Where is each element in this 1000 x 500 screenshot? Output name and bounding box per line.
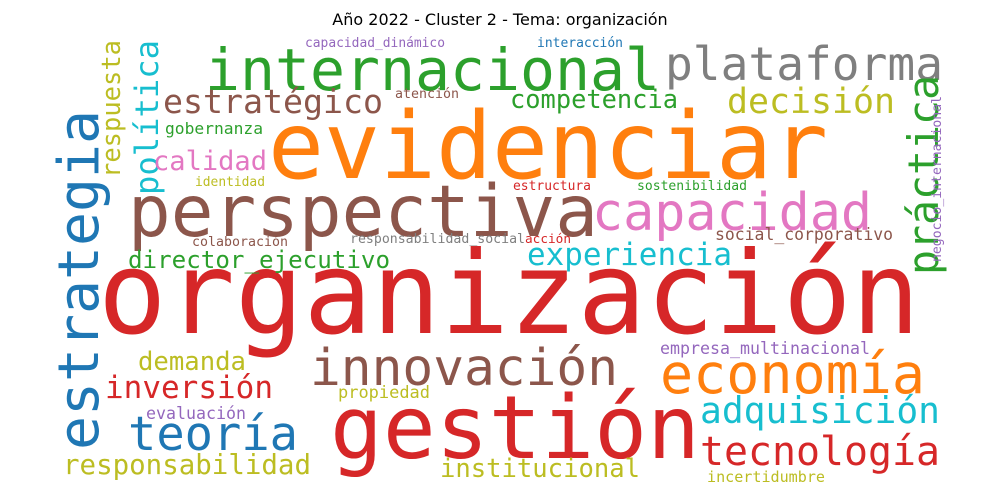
word-31: propiedad (338, 383, 430, 403)
word-34: atención (395, 86, 459, 102)
word-38: colaboración (192, 234, 288, 250)
word-9: economía (660, 342, 925, 406)
word-29: incertidumbre (707, 468, 825, 486)
word-11: práctica (899, 75, 948, 275)
word-28: empresa_multinacional (660, 339, 870, 358)
word-35: identidad (195, 175, 265, 190)
word-4: internacional (205, 36, 660, 104)
word-40: acción (525, 231, 571, 246)
chart-title: Año 2022 - Cluster 2 - Tema: organizació… (332, 10, 668, 29)
word-20: responsabilidad (63, 449, 311, 481)
word-6: estrategia (47, 110, 112, 450)
word-32: capacidad_dinámico (305, 36, 445, 51)
word-7: innovación (310, 338, 618, 398)
word-36: estructura (513, 179, 591, 194)
word-33: interacción (537, 36, 623, 51)
word-3: perspectiva (128, 170, 598, 253)
word-21: institucional (440, 454, 640, 484)
word-0: organización (98, 227, 920, 360)
word-18: política (128, 40, 166, 195)
word-10: teoría (128, 407, 298, 462)
word-26: social_corporativo (715, 225, 893, 244)
word-23: calidad (153, 146, 267, 177)
word-39: responsabilidad_social (350, 232, 525, 247)
word-41: negocio_internacional (930, 96, 945, 262)
word-30: evaluación (146, 404, 246, 423)
word-2: gestión (330, 377, 700, 479)
word-27: gobernanza (165, 119, 263, 138)
word-25: respuesta (97, 40, 127, 178)
word-13: adquisición (700, 389, 940, 432)
word-1: evidenciar (268, 92, 828, 200)
word-37: sostenibilidad (637, 179, 747, 194)
word-24: demanda (138, 347, 246, 377)
word-17: inversión (105, 370, 273, 406)
word-5: capacidad (592, 183, 872, 243)
word-14: decisión (727, 82, 895, 122)
word-12: tecnología (700, 429, 940, 475)
word-22: competencia (510, 84, 678, 114)
word-8: plataforma (665, 37, 943, 91)
word-19: director_ejecutivo (128, 246, 390, 274)
word-16: estratégico (163, 82, 383, 121)
word-15: experiencia (527, 237, 732, 273)
